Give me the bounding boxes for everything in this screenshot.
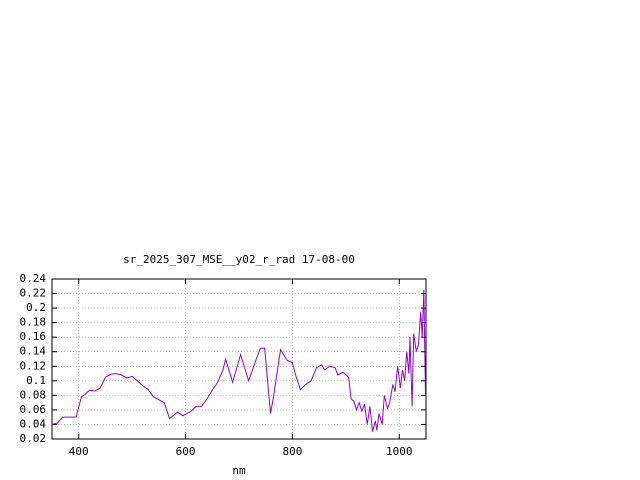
data-line: [51, 289, 426, 432]
x-tick-label: 400: [69, 445, 89, 458]
y-tick-label: 0.02: [20, 432, 47, 445]
y-tick-label: 0.14: [20, 345, 47, 358]
y-tick-label: 0.22: [20, 287, 47, 300]
y-tick-label: 0.24: [20, 272, 47, 285]
y-tick-label: 0.04: [20, 417, 47, 430]
x-tick-label: 800: [282, 445, 302, 458]
y-tick-label: 0.08: [20, 388, 47, 401]
y-tick-label: 0.12: [20, 359, 47, 372]
y-tick-label: 0.06: [20, 403, 47, 416]
plot-border: [51, 278, 427, 440]
y-tick-label: 0.2: [26, 301, 46, 314]
x-axis-label: nm: [232, 464, 246, 477]
y-tick-label: 0.1: [26, 374, 46, 387]
chart-title: sr_2025_307_MSE__y02_r_rad 17-08-00: [123, 253, 355, 266]
x-tick-label: 1000: [386, 445, 413, 458]
x-tick-label: 600: [176, 445, 196, 458]
y-tick-label: 0.18: [20, 316, 47, 329]
y-tick-label: 0.16: [20, 330, 47, 343]
